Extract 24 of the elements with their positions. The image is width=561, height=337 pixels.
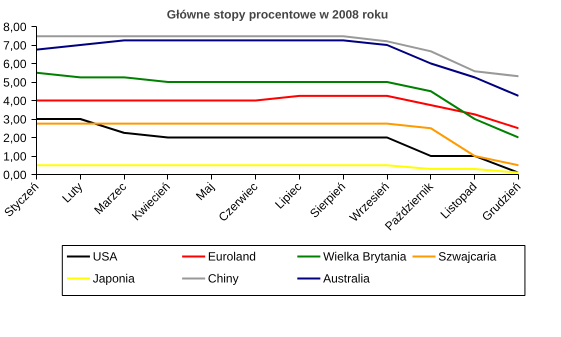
x-tick-label: Maj [193,180,217,204]
legend-label: Chiny [208,272,239,286]
y-tick-label: 5,00 [3,76,27,90]
y-tick-label: 8,00 [3,20,27,34]
chart-title: Główne stopy procentowe w 2008 roku [166,8,388,22]
legend-label: Japonia [92,272,136,286]
legend-label: Wielka Brytania [323,250,407,264]
legend-label: USA [92,250,118,264]
legend-label: Szwajcaria [438,250,497,264]
legend-label: Euroland [208,250,256,264]
y-tick-label: 4,00 [3,94,27,108]
line-series [36,122,518,166]
y-tick-label: 3,00 [3,112,27,126]
legend-label: Australia [323,272,370,286]
y-tick-label: 1,00 [3,150,27,164]
y-tick-label: 2,00 [3,131,27,145]
y-tick-label: 6,00 [3,57,27,71]
line-series [36,94,518,130]
line-series [36,35,518,78]
x-tick-label: Luty [59,180,86,206]
line-series [36,39,518,97]
y-tick-label: 7,00 [3,38,27,52]
line-series [36,72,518,138]
y-tick-label: 0,00 [3,168,27,182]
